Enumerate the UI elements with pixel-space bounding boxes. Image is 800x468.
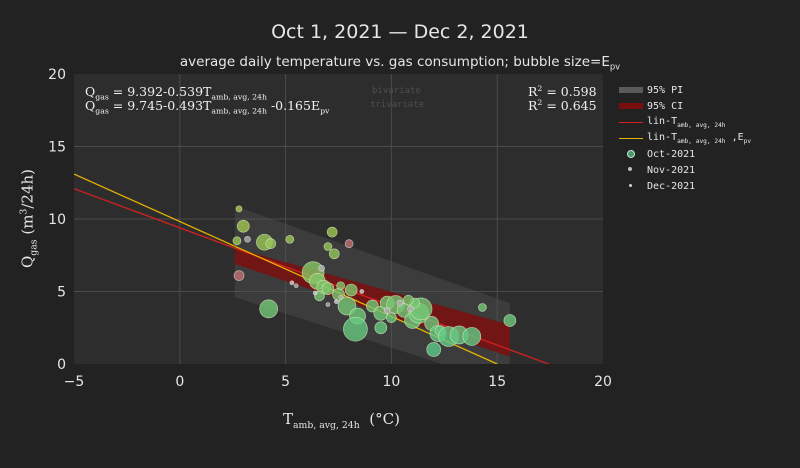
watermark-bivariate: bivariate [372,86,421,96]
y-tick-label: 20 [48,67,66,83]
data-point-oct-2021 [326,226,338,238]
y-tick-label: 10 [48,212,66,228]
data-point-oct-2021 [402,294,414,306]
data-point-nov-2021 [338,294,343,300]
data-point-dec-2021 [334,299,339,304]
r2-bivariate: R2 = 0.598 [528,84,597,100]
legend-line-red [617,114,645,130]
x-tick-label: −5 [64,374,85,390]
data-point-oct-2021 [503,314,517,327]
data-point-dec-2021 [289,280,295,286]
data-point-oct-2021 [328,248,340,260]
legend-item-dec[interactable]: Dec-2021 [617,178,751,194]
data-point-oct-2021 [426,342,442,357]
y-axis-title: Qgas (m3/24h) [18,169,40,269]
data-points [232,205,517,357]
data-point-oct-2021 [462,327,482,346]
chart-subtitle: average daily temperature vs. gas consum… [179,54,621,72]
data-point-oct-2021 [386,312,397,323]
data-point-nov-2021 [383,307,391,314]
data-point-oct-2021 [336,281,345,291]
data-point-oct-2021 [321,282,335,295]
data-point-oct-2021 [236,219,250,233]
data-point-nov-2021 [344,239,354,248]
data-point-oct-2021 [285,234,295,244]
legend-dot-nov [617,162,645,178]
data-point-oct-2021 [259,299,279,319]
data-point-oct-2021 [265,238,277,249]
data-point-oct-2021 [374,321,388,335]
data-point-oct-2021 [235,205,243,213]
legend-dot-oct [617,146,645,162]
r2-trivariate: R2 = 0.645 [528,98,597,114]
grid-lines [74,74,603,364]
legend-swatch-ci [617,98,645,114]
data-point-oct-2021 [323,242,333,251]
data-point-dec-2021 [312,290,318,296]
data-point-oct-2021 [343,316,368,342]
data-point-nov-2021 [396,299,404,307]
legend-swatch-pi [617,82,645,98]
data-point-nov-2021 [293,283,299,289]
legend-line-yellow [617,130,645,146]
y-tick-label: 15 [48,140,66,156]
equation-trivariate: Qgas = 9.745-0.493Tamb, avg, 24h -0.165E… [85,98,330,116]
chart-title: Oct 1, 2021 — Dec 2, 2021 [271,21,529,43]
x-tick-label: 15 [488,374,506,390]
y-tick-label: 5 [57,285,66,301]
x-axis-title: Tamb, avg, 24h (°C) [283,410,400,431]
equation-bivariate: Qgas = 9.392-0.539Tamb, avg, 24h [85,84,267,102]
data-point-nov-2021 [318,264,325,272]
legend-item-ci[interactable]: 95% CI [617,98,751,114]
y-tick-label: 0 [57,357,66,373]
data-point-nov-2021 [407,305,414,313]
data-point-nov-2021 [244,235,251,243]
legend-dot-dec [617,178,645,194]
x-tick-label: 20 [594,374,612,390]
legend-item-oct[interactable]: Oct-2021 [617,146,751,162]
legend-item-bivariate[interactable]: lin-Tamb, avg, 24h [617,114,751,130]
data-point-oct-2021 [478,303,487,312]
data-point-oct-2021 [232,236,242,246]
data-point-nov-2021 [233,270,245,281]
data-point-nov-2021 [325,302,331,307]
x-tick-label: 5 [281,374,290,390]
legend: 95% PI 95% CI lin-Tamb, avg, 24h lin-Tam… [617,82,751,194]
data-point-oct-2021 [344,283,358,297]
x-tick-label: 10 [382,374,400,390]
data-point-dec-2021 [359,289,365,294]
legend-item-pi[interactable]: 95% PI [617,82,751,98]
regression-line-trivariate [74,173,498,364]
legend-item-trivariate[interactable]: lin-Tamb, avg, 24h ,Epv [617,130,751,146]
x-tick-label: 0 [175,374,184,390]
watermark-trivariate: trivariate [370,100,425,110]
legend-item-nov[interactable]: Nov-2021 [617,162,751,178]
